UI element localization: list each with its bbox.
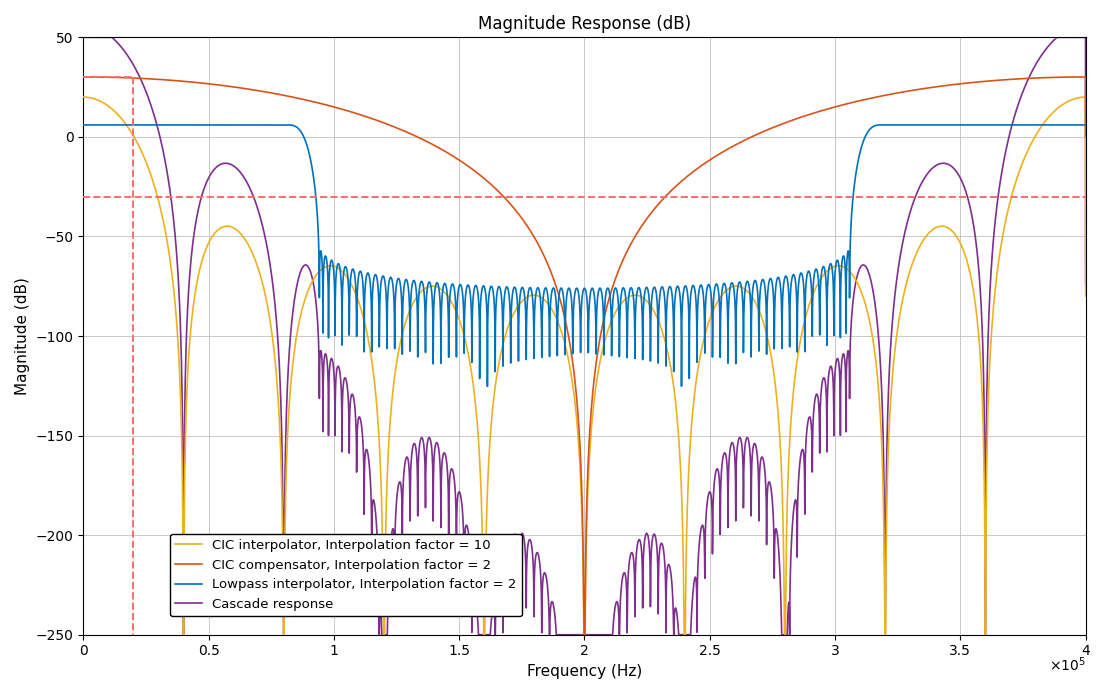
Cascade response — [440, 455, 453, 464]
Line: CIC compensator, Interpolation factor = 2: CIC compensator, Interpolation factor = … — [83, 77, 1085, 635]
CIC compensator, Interpolation factor = 2 — [578, 631, 591, 639]
Line: Cascade response: Cascade response — [83, 37, 1085, 635]
CIC compensator, Interpolation factor = 2 — [873, 92, 886, 101]
CIC interpolator, Interpolation factor = 10 — [177, 631, 190, 639]
Y-axis label: Magnitude (dB): Magnitude (dB) — [15, 277, 30, 395]
CIC interpolator, Interpolation factor = 10 — [127, 132, 140, 140]
Lowpass interpolator, Interpolation factor = 2 — [127, 121, 140, 129]
Text: $\times10^{5}$: $\times10^{5}$ — [1049, 655, 1085, 674]
Cascade response — [670, 607, 683, 616]
Cascade response — [714, 530, 727, 539]
Lowpass interpolator, Interpolation factor = 2 — [1078, 121, 1092, 129]
CIC compensator, Interpolation factor = 2 — [440, 148, 453, 156]
CIC compensator, Interpolation factor = 2 — [127, 74, 140, 82]
CIC interpolator, Interpolation factor = 10 — [440, 290, 453, 298]
Line: CIC interpolator, Interpolation factor = 10: CIC interpolator, Interpolation factor =… — [83, 97, 1085, 635]
X-axis label: Frequency (Hz): Frequency (Hz) — [527, 664, 642, 679]
CIC interpolator, Interpolation factor = 10 — [670, 407, 683, 415]
Lowpass interpolator, Interpolation factor = 2 — [714, 336, 727, 344]
Lowpass interpolator, Interpolation factor = 2 — [281, 121, 294, 129]
Cascade response — [820, 398, 833, 406]
Lowpass interpolator, Interpolation factor = 2 — [76, 121, 90, 129]
CIC compensator, Interpolation factor = 2 — [76, 73, 90, 81]
Lowpass interpolator, Interpolation factor = 2 — [670, 284, 683, 292]
Lowpass interpolator, Interpolation factor = 2 — [440, 283, 453, 291]
Cascade response — [76, 33, 90, 42]
CIC compensator, Interpolation factor = 2 — [1078, 133, 1092, 141]
CIC interpolator, Interpolation factor = 10 — [714, 294, 727, 302]
Lowpass interpolator, Interpolation factor = 2 — [820, 297, 833, 305]
Cascade response — [177, 631, 190, 639]
Title: Magnitude Response (dB): Magnitude Response (dB) — [477, 15, 691, 33]
CIC interpolator, Interpolation factor = 10 — [873, 406, 886, 414]
CIC interpolator, Interpolation factor = 10 — [1078, 292, 1092, 301]
Lowpass interpolator, Interpolation factor = 2 — [873, 121, 886, 129]
Line: Lowpass interpolator, Interpolation factor = 2: Lowpass interpolator, Interpolation fact… — [83, 125, 1085, 387]
Cascade response — [127, 61, 140, 69]
CIC compensator, Interpolation factor = 2 — [714, 149, 727, 158]
Cascade response — [873, 353, 886, 362]
Cascade response — [1078, 280, 1092, 288]
Lowpass interpolator, Interpolation factor = 2 — [481, 382, 494, 391]
CIC compensator, Interpolation factor = 2 — [1078, 73, 1092, 81]
CIC interpolator, Interpolation factor = 10 — [820, 267, 833, 276]
CIC interpolator, Interpolation factor = 10 — [76, 93, 90, 101]
Legend: CIC interpolator, Interpolation factor = 10, CIC compensator, Interpolation fact: CIC interpolator, Interpolation factor =… — [170, 534, 522, 616]
CIC compensator, Interpolation factor = 2 — [670, 182, 683, 190]
CIC compensator, Interpolation factor = 2 — [820, 105, 833, 114]
